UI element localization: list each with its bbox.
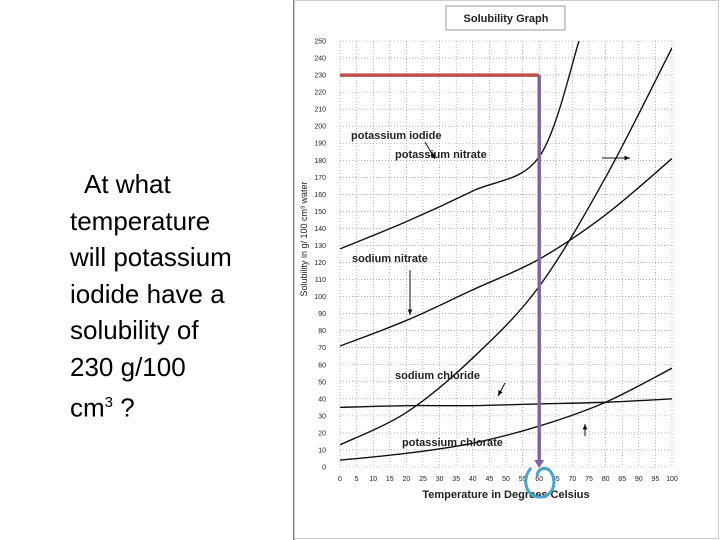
y-tick-label: 160 xyxy=(314,192,326,199)
series-line-sodium-chloride xyxy=(340,398,672,409)
question-mark: ? xyxy=(113,392,135,423)
x-tick-label: 95 xyxy=(652,476,660,483)
y-tick-label: 40 xyxy=(318,396,326,403)
y-axis-label: Solubility in g/ 100 cm³ water xyxy=(299,181,309,296)
series-line-sodium-nitrate xyxy=(340,158,672,347)
y-tick-label: 60 xyxy=(318,362,326,369)
x-tick-label: 85 xyxy=(618,476,626,483)
y-tick-label: 240 xyxy=(314,56,326,63)
series-line-potassium-nitrate xyxy=(340,47,672,446)
x-tick-label: 90 xyxy=(635,476,643,483)
y-tick-label: 180 xyxy=(314,158,326,165)
y-tick-label: 20 xyxy=(318,430,326,437)
curve-label-sodium-nitrate: sodium nitrate xyxy=(352,253,428,265)
question-text: At what temperature will potassium iodid… xyxy=(70,166,285,426)
solubility-chart: Solubility Graph010203040506070809010011… xyxy=(293,0,719,540)
x-tick-label: 75 xyxy=(585,476,593,483)
question-line: iodide have a xyxy=(70,278,225,309)
x-tick-label: 10 xyxy=(369,476,377,483)
y-tick-label: 110 xyxy=(315,277,326,284)
x-tick-label: 20 xyxy=(403,476,411,483)
question-line: solubility of xyxy=(70,315,199,345)
series-line-potassium-chlorate xyxy=(340,367,672,461)
y-tick-label: 100 xyxy=(314,294,326,301)
arrow-sodium-chloride-head xyxy=(498,390,503,396)
question-line: At what xyxy=(84,169,171,199)
x-tick-label: 40 xyxy=(469,476,477,483)
x-tick-label: 30 xyxy=(436,476,444,483)
x-tick-label: 60 xyxy=(535,476,543,483)
y-tick-label: 70 xyxy=(318,345,326,352)
y-tick-label: 140 xyxy=(314,226,326,233)
curve-label-potassium-iodide: potassium iodide xyxy=(351,130,441,142)
x-tick-label: 0 xyxy=(338,476,342,483)
y-tick-label: 210 xyxy=(314,107,326,114)
y-tick-label: 90 xyxy=(318,311,326,318)
annotation-arrowhead xyxy=(534,460,545,468)
arrow-potassium-iodide-head xyxy=(430,153,435,159)
x-tick-label: 100 xyxy=(666,476,678,483)
x-tick-label: 35 xyxy=(452,476,460,483)
y-tick-label: 220 xyxy=(314,90,326,97)
y-tick-label: 150 xyxy=(314,209,326,216)
x-tick-label: 45 xyxy=(486,476,494,483)
x-tick-label: 50 xyxy=(502,476,510,483)
y-tick-label: 170 xyxy=(314,175,326,182)
x-tick-label: 70 xyxy=(569,476,577,483)
chart-title: Solubility Graph xyxy=(464,13,549,25)
annotation-circle-marker xyxy=(524,466,556,499)
y-tick-label: 10 xyxy=(318,447,326,454)
arrow-potassium-chlorate-head xyxy=(582,424,588,430)
series-line-potassium-iodide xyxy=(340,41,580,250)
x-axis-label: Temperature in Degrees Celsius xyxy=(422,489,589,501)
curve-label-potassium-nitrate: potassium nitrate xyxy=(395,149,487,161)
y-tick-label: 30 xyxy=(318,413,326,420)
curve-label-sodium-chloride: sodium chloride xyxy=(395,370,480,382)
y-tick-label: 0 xyxy=(322,465,326,472)
x-tick-label: 55 xyxy=(519,476,527,483)
y-tick-label: 130 xyxy=(314,243,326,250)
x-tick-label: 15 xyxy=(386,476,394,483)
y-tick-label: 190 xyxy=(314,141,326,148)
y-tick-label: 80 xyxy=(318,328,326,335)
x-tick-label: 65 xyxy=(552,476,560,483)
curve-label-potassium-chlorate: potassium chlorate xyxy=(402,437,503,449)
question-line: temperature xyxy=(70,205,211,236)
question-unit: cm xyxy=(70,392,105,423)
question-line: will potassium xyxy=(70,242,232,272)
arrow-sodium-nitrate-head xyxy=(407,309,413,315)
panel-border xyxy=(294,0,719,539)
y-tick-label: 120 xyxy=(314,260,326,267)
y-tick-label: 200 xyxy=(314,124,326,131)
question-unit-superscript: 3 xyxy=(104,394,114,411)
x-tick-label: 25 xyxy=(419,476,427,483)
question-line: 230 g/100 xyxy=(70,351,186,382)
arrow-potassium-nitrate-head xyxy=(624,155,630,161)
question-line: cm3 ? xyxy=(70,385,285,426)
x-tick-label: 80 xyxy=(602,476,610,483)
chart-title-box xyxy=(445,5,566,31)
y-tick-label: 230 xyxy=(314,73,326,80)
y-tick-label: 50 xyxy=(318,379,326,386)
solubility-chart-panel: Solubility Graph 0 10 20 30 40 50 60 70 80 90 100 11… xyxy=(290,0,720,540)
x-tick-label: 5 xyxy=(355,476,359,483)
y-tick-label: 250 xyxy=(314,39,326,46)
